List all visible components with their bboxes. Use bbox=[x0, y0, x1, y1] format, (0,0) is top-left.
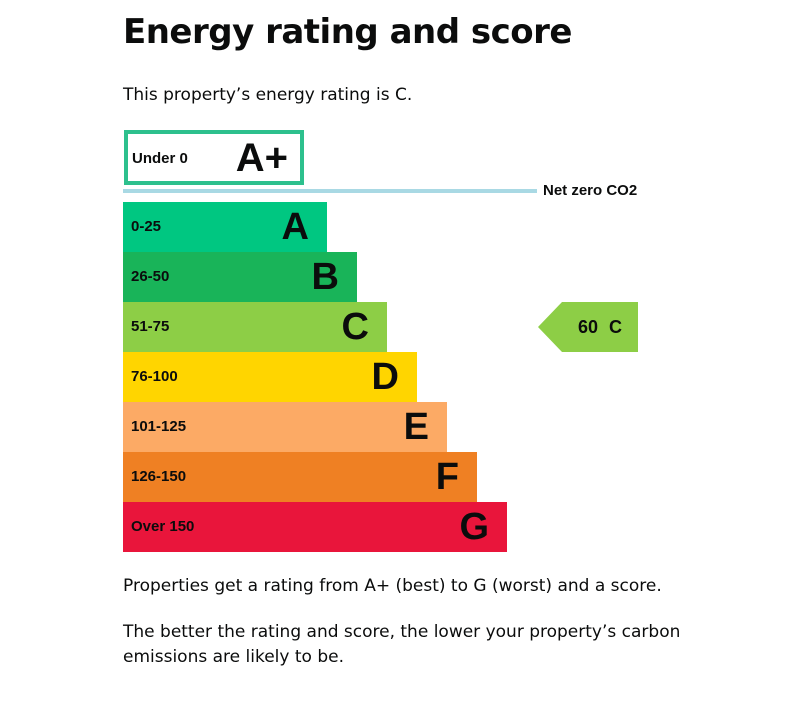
net-zero-label: Net zero CO2 bbox=[543, 182, 638, 199]
band-a: 0-25 A bbox=[123, 202, 327, 252]
band-range: 51-75 bbox=[131, 318, 170, 335]
current-rating-label: 60 C bbox=[577, 317, 622, 337]
band-range: 0-25 bbox=[131, 218, 162, 235]
page-title: Energy rating and score bbox=[123, 12, 573, 52]
band-range: Under 0 bbox=[132, 150, 188, 167]
band-range: 26-50 bbox=[131, 268, 170, 285]
band-range: Over 150 bbox=[131, 518, 195, 535]
band-range: 101-125 bbox=[131, 418, 187, 435]
band-d: 76-100 D bbox=[123, 352, 417, 402]
band-range: 126-150 bbox=[131, 468, 187, 485]
band-a-plus: Under 0 A+ bbox=[124, 130, 304, 185]
intro-text: This property’s energy rating is C. bbox=[123, 85, 413, 105]
band-letter: D bbox=[371, 356, 399, 398]
emissions-explanation: The better the rating and score, the low… bbox=[123, 622, 681, 667]
net-zero-line bbox=[123, 189, 537, 193]
band-e: 101-125 E bbox=[123, 402, 447, 452]
current-rating-arrow: 60 C bbox=[538, 302, 638, 352]
band-letter: G bbox=[459, 506, 489, 548]
band-letter: A bbox=[281, 206, 309, 248]
rating-explanation: Properties get a rating from A+ (best) t… bbox=[123, 576, 662, 596]
band-letter: F bbox=[435, 456, 459, 498]
band-letter: C bbox=[341, 306, 369, 348]
band-letter: E bbox=[403, 406, 429, 448]
band-b: 26-50 B bbox=[123, 252, 357, 302]
band-g: Over 150 G bbox=[123, 502, 507, 552]
band-letter: A+ bbox=[235, 136, 288, 180]
band-c: 51-75 C bbox=[123, 302, 387, 352]
band-f: 126-150 F bbox=[123, 452, 477, 502]
band-range: 76-100 bbox=[131, 368, 178, 385]
band-letter: B bbox=[311, 256, 339, 298]
